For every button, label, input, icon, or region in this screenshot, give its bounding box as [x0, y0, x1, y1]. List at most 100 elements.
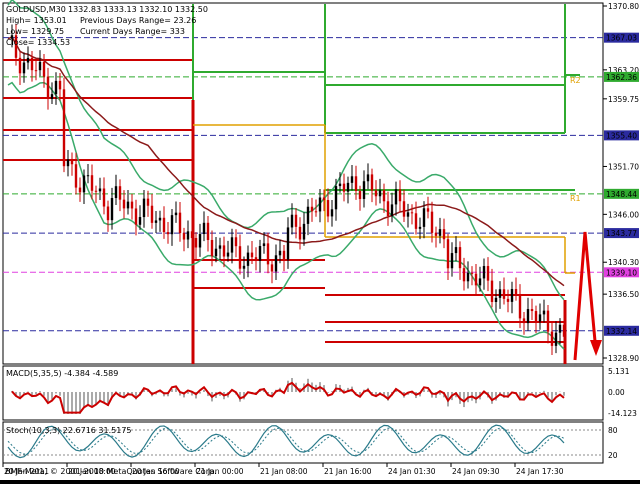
candle-body — [59, 81, 61, 89]
candle-body — [307, 207, 309, 224]
candle-body — [491, 281, 493, 302]
candle-body — [467, 273, 469, 281]
candle-body — [535, 311, 537, 321]
candle-body — [391, 204, 393, 216]
candle-body — [431, 212, 433, 233]
macd-histogram — [11, 378, 565, 414]
price-tag-label: 1343.77 — [606, 229, 637, 238]
candle-body — [227, 253, 229, 257]
macd-bar — [67, 392, 69, 414]
candle-body — [51, 94, 53, 99]
candle-body — [195, 238, 197, 247]
candle-body — [167, 232, 169, 234]
info-high: High= 1353.01 — [6, 16, 67, 25]
candle-body — [531, 309, 533, 311]
candle-body — [23, 63, 25, 74]
macd-bar — [203, 390, 205, 392]
candle-body — [47, 77, 49, 99]
candle-body — [303, 224, 305, 240]
candle-body — [223, 245, 225, 256]
candle-body — [311, 207, 313, 212]
candle-body — [415, 213, 417, 229]
macd-bar — [543, 391, 545, 392]
macd-bar — [55, 392, 57, 393]
candle-body — [539, 314, 541, 321]
candle-body — [199, 234, 201, 247]
price-tick-label: 1346.00 — [608, 210, 639, 219]
price-tick-label: 1336.50 — [608, 290, 639, 299]
candle-body — [275, 255, 277, 271]
macd-bar — [555, 392, 557, 395]
candle-body — [335, 186, 337, 209]
candle-body — [395, 189, 397, 204]
candle-body — [127, 202, 129, 209]
price-tick-label: 1351.70 — [608, 162, 639, 171]
candle-body — [551, 332, 553, 346]
candle-body — [187, 231, 189, 239]
candle-body — [291, 215, 293, 228]
price-tick-label: 1359.75 — [608, 95, 639, 104]
candle-body — [319, 197, 321, 211]
candle-body — [447, 239, 449, 268]
price-tag-label: 1348.44 — [606, 190, 637, 199]
candle-body — [211, 240, 213, 256]
candle-body — [547, 311, 549, 332]
time-tick-label: 20 Jan 16:00 — [132, 467, 180, 476]
time-tick-label: 24 Jan 17:30 — [516, 467, 564, 476]
candle-body — [403, 201, 405, 216]
candle-body — [79, 188, 81, 193]
candle-body — [499, 289, 501, 298]
price-tag-label: 1367.03 — [606, 34, 637, 43]
candle-body — [347, 183, 349, 192]
price-tag-label: 1339.10 — [606, 268, 637, 277]
candle-body — [151, 206, 153, 223]
upper-band — [8, 0, 564, 300]
candle-body — [239, 246, 241, 269]
candle-body — [123, 200, 125, 209]
candle-body — [35, 70, 37, 71]
candle-body — [355, 176, 357, 191]
stoch-tick-label: 20 — [608, 451, 618, 460]
candle-body — [527, 309, 529, 323]
candle-body — [443, 229, 445, 239]
time-tick-label: 20 Jan 2011 — [4, 467, 49, 476]
candle-body — [543, 311, 545, 315]
time-tick-label: 21 Jan 16:00 — [324, 467, 372, 476]
current-days-range: Current Days Range= 333 — [80, 27, 185, 36]
macd-bar — [75, 392, 77, 414]
candle-body — [171, 215, 173, 234]
candle-body — [371, 174, 373, 190]
candle-body — [95, 191, 97, 192]
macd-bar — [527, 392, 529, 394]
candle-body — [339, 184, 341, 186]
candle-body — [247, 253, 249, 266]
candle-body — [399, 189, 401, 201]
price-tick-label: 1328.90 — [608, 354, 639, 363]
candle-body — [55, 81, 57, 94]
candle-body — [463, 268, 465, 281]
candle-body — [67, 159, 69, 166]
candle-body — [375, 190, 377, 196]
r2-label: R2 — [570, 76, 581, 85]
stoch-title: Stoch(10,3,3) 22.6716 31.5175 — [6, 426, 132, 435]
candle-body — [379, 190, 381, 196]
moving-average — [8, 37, 564, 286]
candle-body — [179, 213, 181, 233]
candle-body — [271, 264, 273, 271]
time-tick-label: 24 Jan 01:30 — [388, 467, 436, 476]
candle-body — [479, 278, 481, 285]
candle-body — [295, 215, 297, 227]
candle-body — [351, 176, 353, 183]
info-low: Low= 1329.75 — [6, 27, 64, 36]
candle-body — [323, 197, 325, 200]
macd-bar — [187, 392, 189, 394]
candle-body — [235, 237, 237, 246]
candle-body — [503, 289, 505, 299]
time-tick-label: 24 Jan 09:30 — [452, 467, 500, 476]
candle-body — [263, 243, 265, 246]
candle-body — [259, 246, 261, 261]
time-tick-label: 21 Jan 08:00 — [260, 467, 308, 476]
candle-body — [287, 227, 289, 259]
